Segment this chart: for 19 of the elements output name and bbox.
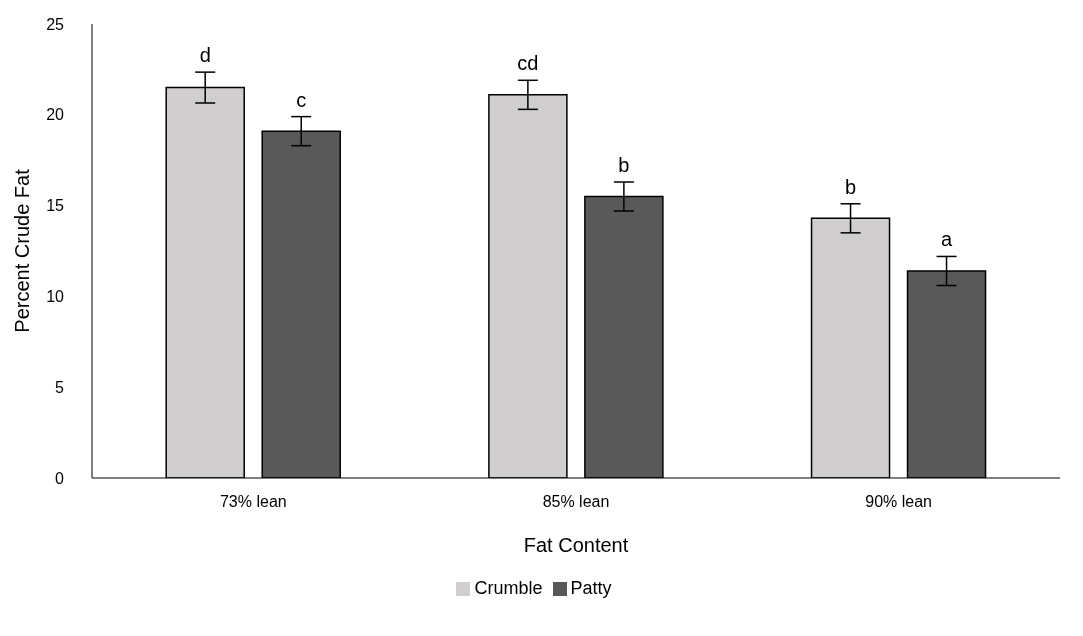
data-label: b (844, 175, 857, 198)
y-tick-label: 5 (55, 378, 65, 396)
y-tick-label: 20 (46, 106, 65, 124)
data-label: b (618, 153, 630, 176)
x-axis-title: Fat Content (523, 534, 629, 557)
y-axis-title: Percent Crude Fat (11, 168, 34, 333)
y-tick-label: 10 (46, 288, 65, 306)
x-tick-label: 90% lean (865, 493, 933, 511)
y-tick-label: 25 (46, 15, 65, 33)
x-tick-label: 85% lean (542, 493, 610, 511)
legend-label: Patty (570, 578, 612, 598)
y-tick-label: 0 (55, 469, 65, 487)
legend-label: Crumble (474, 578, 543, 598)
data-label: d (199, 44, 211, 67)
data-label: cd (517, 52, 539, 75)
data-label: c (296, 88, 307, 111)
y-tick-label: 15 (46, 197, 65, 215)
data-label: a (940, 228, 953, 251)
x-tick-label: 73% lean (219, 493, 287, 511)
